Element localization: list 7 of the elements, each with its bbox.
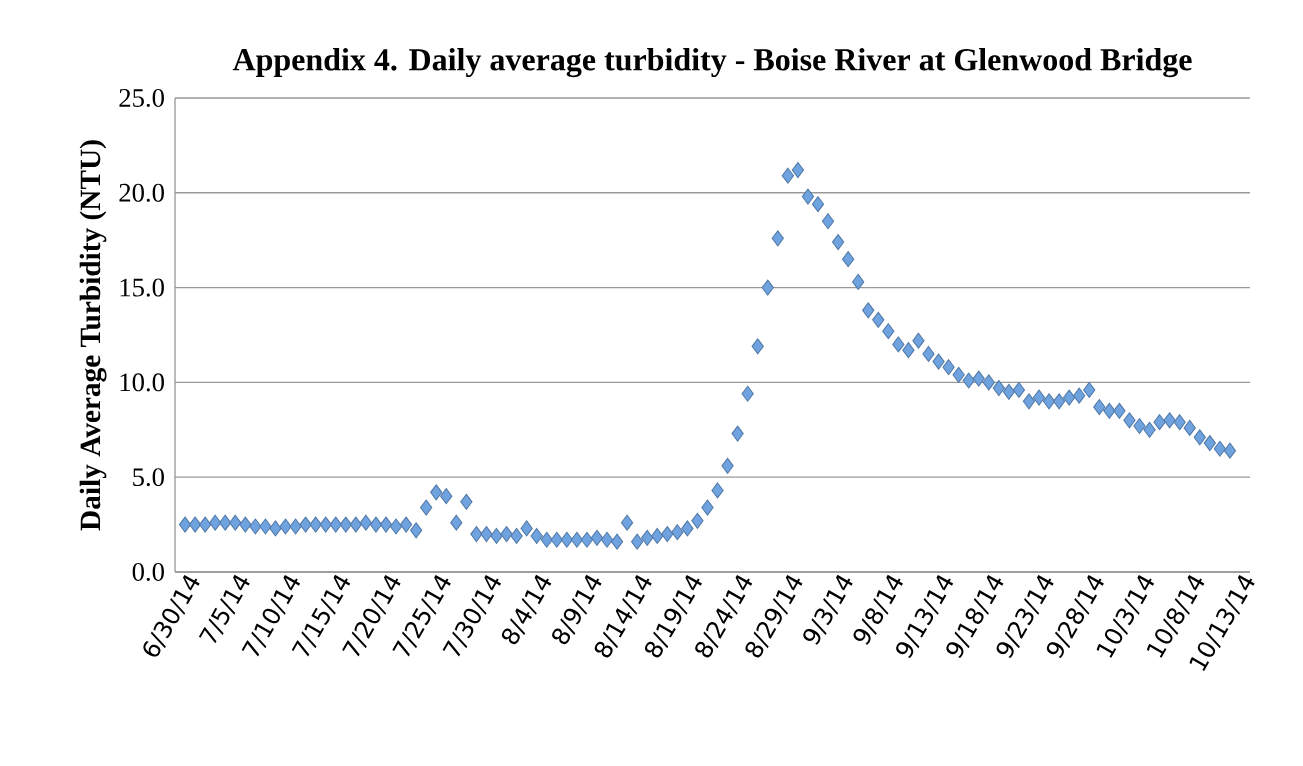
y-tick-label: 10.0	[120, 373, 164, 392]
y-tick-label: 25.0	[119, 88, 164, 108]
y-axis-title: Daily Average Turbidity (NTU)	[79, 140, 107, 531]
y-tick-label: 15.0	[120, 278, 164, 297]
chart-title: Appendix 4. Daily average turbidity - Boise River at Glenwood Bridge	[232, 48, 1192, 78]
y-tick-label: 5.0	[133, 468, 164, 487]
y-tick-label: 20.0	[119, 183, 164, 202]
